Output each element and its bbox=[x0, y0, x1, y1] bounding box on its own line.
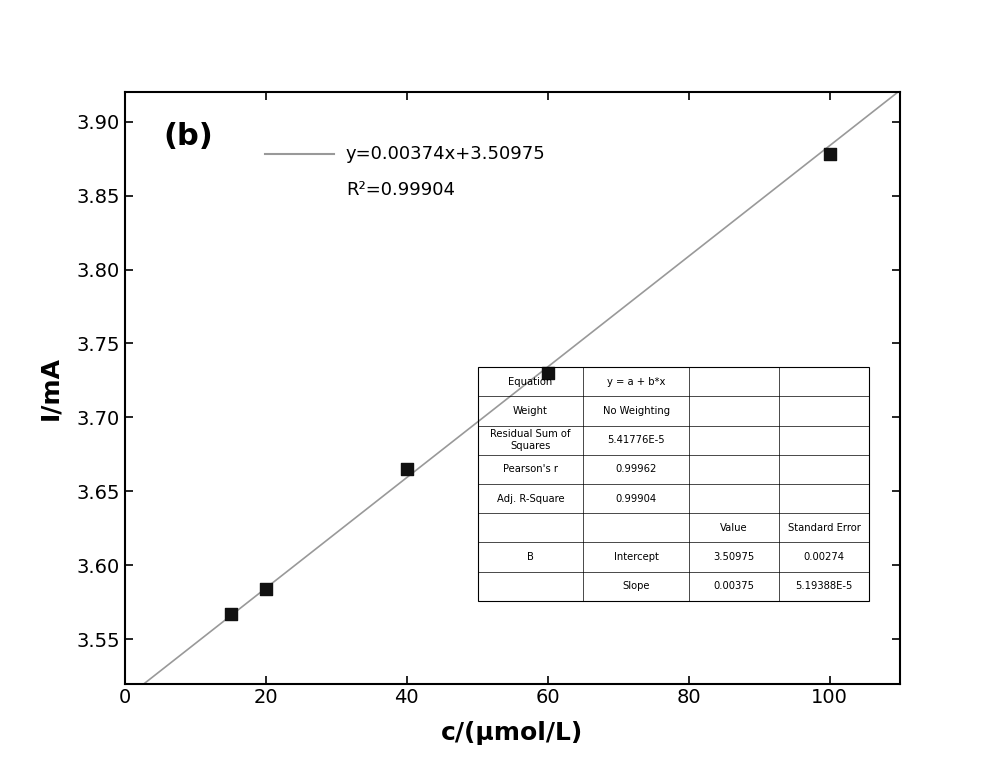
Text: 0.00375: 0.00375 bbox=[713, 581, 754, 591]
X-axis label: c/(μmol/L): c/(μmol/L) bbox=[441, 721, 584, 745]
Text: B: B bbox=[527, 552, 534, 562]
Text: Intercept: Intercept bbox=[614, 552, 659, 562]
Text: Standard Error: Standard Error bbox=[788, 523, 860, 533]
Text: Slope: Slope bbox=[622, 581, 650, 591]
Text: y=0.00374x+3.50975: y=0.00374x+3.50975 bbox=[346, 145, 546, 164]
Text: 0.00274: 0.00274 bbox=[803, 552, 844, 562]
Text: 0.99904: 0.99904 bbox=[616, 494, 657, 504]
Text: Weight: Weight bbox=[513, 406, 548, 416]
Text: 5.41776E-5: 5.41776E-5 bbox=[607, 435, 665, 445]
Text: y = a + b*x: y = a + b*x bbox=[607, 377, 665, 387]
Y-axis label: I/mA: I/mA bbox=[39, 356, 63, 420]
Point bbox=[540, 367, 556, 379]
Point bbox=[399, 463, 415, 475]
Text: Adj. R-Square: Adj. R-Square bbox=[497, 494, 564, 504]
Text: Equation: Equation bbox=[508, 377, 553, 387]
Text: (b): (b) bbox=[164, 121, 214, 151]
Text: Value: Value bbox=[720, 523, 748, 533]
Text: 0.99962: 0.99962 bbox=[615, 465, 657, 475]
Text: 3.50975: 3.50975 bbox=[713, 552, 755, 562]
Point bbox=[223, 608, 239, 621]
Text: No Weighting: No Weighting bbox=[603, 406, 670, 416]
Text: Residual Sum of
Squares: Residual Sum of Squares bbox=[490, 429, 571, 451]
Text: R²=0.99904: R²=0.99904 bbox=[346, 180, 455, 199]
Text: Pearson's r: Pearson's r bbox=[503, 465, 558, 475]
Text: 5.19388E-5: 5.19388E-5 bbox=[795, 581, 853, 591]
Point bbox=[258, 583, 274, 595]
Point bbox=[822, 148, 838, 161]
